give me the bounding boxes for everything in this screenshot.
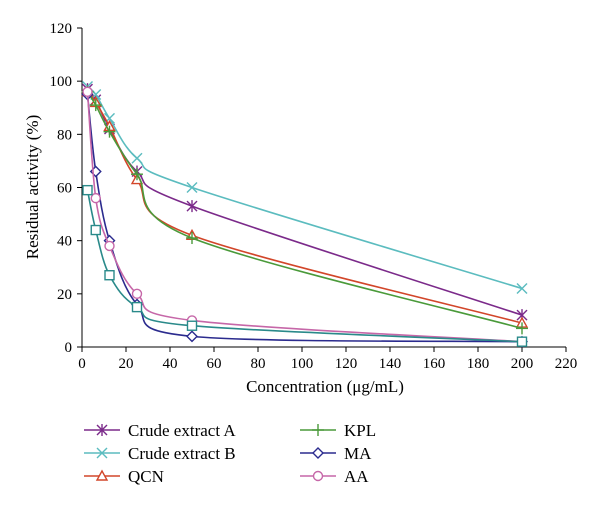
legend: Crude extract A Crude extract B QCN KPL MA AA xyxy=(84,421,376,486)
legend-marker xyxy=(95,469,109,481)
plot-area xyxy=(81,80,529,348)
series-line xyxy=(86,91,523,343)
x-tick-label: 140 xyxy=(379,356,402,372)
data-point xyxy=(89,99,102,112)
data-point xyxy=(131,168,143,181)
legend-item: MA xyxy=(300,444,372,463)
y-tick-label: 60 xyxy=(57,181,72,197)
legend-item: Crude extract B xyxy=(84,444,236,463)
legend-label: KPL xyxy=(344,421,376,440)
x-tick-label: 180 xyxy=(467,356,490,372)
data-point xyxy=(516,336,528,347)
axes: 0 20 40 60 80 100 120 140 160 180 200 220 0 20 40 60 80 1… xyxy=(50,21,578,372)
data-point xyxy=(103,125,116,138)
x-tick-label: 100 xyxy=(291,356,314,372)
data-point xyxy=(82,86,93,98)
legend-label: Crude extract B xyxy=(128,444,236,463)
data-point xyxy=(186,182,198,193)
y-tick-label: 120 xyxy=(50,21,73,37)
series-line xyxy=(86,91,523,324)
legend-marker xyxy=(312,447,324,459)
y-tick-label: 20 xyxy=(57,287,72,303)
series-line xyxy=(86,91,523,330)
legend-marker xyxy=(312,470,324,482)
y-axis-title: Residual activity (%) xyxy=(23,115,42,259)
data-point xyxy=(131,152,143,164)
x-tick-label: 200 xyxy=(511,356,534,372)
legend-label: AA xyxy=(344,467,369,486)
data-point xyxy=(516,283,528,295)
data-point xyxy=(516,322,528,335)
data-point xyxy=(131,288,143,300)
x-axis-title: Concentration (μg/mL) xyxy=(246,377,404,396)
y-tick-label: 40 xyxy=(57,234,72,250)
series-0 xyxy=(82,83,528,322)
series-line xyxy=(86,88,523,316)
data-point xyxy=(186,320,198,331)
x-tick-label: 60 xyxy=(207,356,222,372)
x-tick-label: 0 xyxy=(78,356,86,372)
series-line xyxy=(86,189,523,343)
x-tick-label: 160 xyxy=(423,356,446,372)
series-2 xyxy=(81,85,529,328)
y-tick-label: 0 xyxy=(65,340,73,356)
y-tick-label: 100 xyxy=(50,74,73,90)
legend-label: Crude extract A xyxy=(128,421,236,440)
data-point xyxy=(90,224,101,236)
series-line xyxy=(86,94,523,343)
x-tick-label: 120 xyxy=(335,356,358,372)
data-point xyxy=(82,184,93,196)
x-tick-label: 80 xyxy=(251,356,266,372)
series-3 xyxy=(81,85,528,335)
legend-marker xyxy=(96,447,108,459)
legend-item: KPL xyxy=(300,421,376,440)
x-tick-label: 40 xyxy=(163,356,178,372)
legend-item: QCN xyxy=(84,467,164,486)
legend-marker xyxy=(96,424,108,436)
data-point xyxy=(131,301,143,313)
x-tick-label: 220 xyxy=(555,356,578,372)
data-point xyxy=(90,192,101,204)
series-line xyxy=(86,85,523,290)
legend-item: AA xyxy=(300,467,369,486)
legend-label: MA xyxy=(344,444,372,463)
legend-label: QCN xyxy=(128,467,164,486)
data-point xyxy=(186,200,198,213)
data-point xyxy=(104,270,115,281)
y-tick-label: 80 xyxy=(57,127,72,143)
series-6 xyxy=(82,184,528,347)
data-point xyxy=(104,240,115,252)
x-tick-label: 20 xyxy=(119,356,134,372)
legend-item: Crude extract A xyxy=(84,421,236,440)
data-point xyxy=(186,330,198,343)
data-point xyxy=(186,232,198,245)
legend-marker xyxy=(312,424,324,436)
